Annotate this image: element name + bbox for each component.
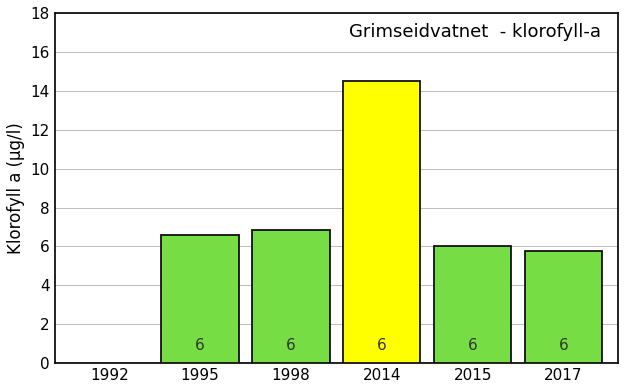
Y-axis label: Klorofyll a (µg/l): Klorofyll a (µg/l)	[7, 122, 25, 254]
Bar	[253, 230, 329, 363]
Bar	[434, 246, 511, 363]
Text: 6: 6	[195, 339, 205, 353]
Text: 6: 6	[286, 339, 296, 353]
Bar	[525, 251, 602, 363]
Text: Grimseidvatnet  - klorofyll-a: Grimseidvatnet - klorofyll-a	[349, 23, 601, 41]
Bar	[343, 81, 421, 363]
Bar	[161, 235, 239, 363]
Text: 6: 6	[377, 339, 387, 353]
Text: 6: 6	[468, 339, 478, 353]
Text: 6: 6	[559, 339, 568, 353]
